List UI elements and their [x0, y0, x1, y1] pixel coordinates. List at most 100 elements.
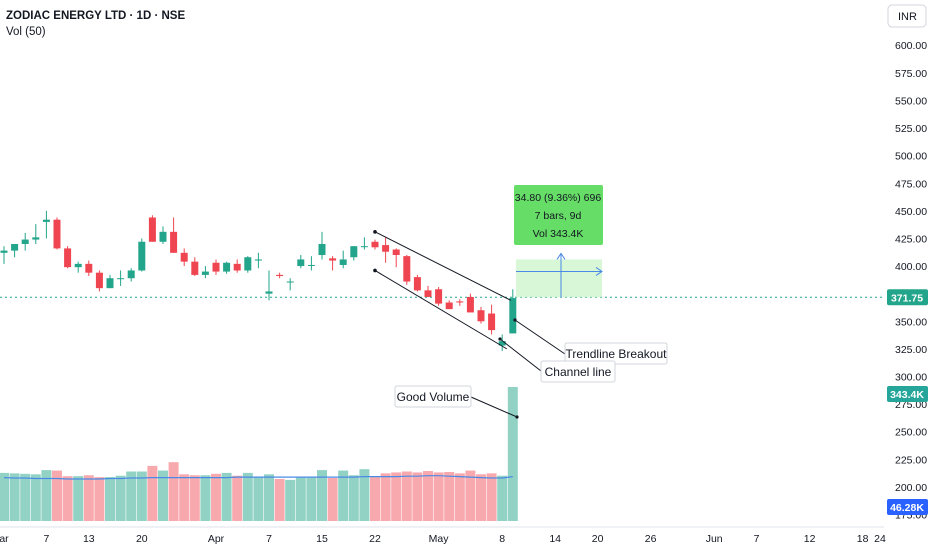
volume-bar [147, 465, 158, 521]
volume-bar [444, 471, 455, 521]
good-volume-callout-box[interactable] [394, 385, 472, 408]
time-tick-label: 7 [266, 533, 272, 545]
current-price-badge[interactable] [887, 289, 928, 306]
measure-range[interactable] [516, 259, 602, 298]
candle [329, 256, 337, 271]
currency-button[interactable] [887, 4, 927, 28]
candle [244, 256, 252, 273]
time-tick-label: Apr [208, 533, 225, 545]
trendline-breakout-callout-pointer-dot [513, 318, 517, 322]
volume-indicator-label[interactable]: Vol (50) [6, 26, 46, 38]
volume-bar [423, 471, 433, 521]
candle [191, 257, 199, 276]
time-tick-label: 20 [592, 533, 604, 545]
candle-body [339, 259, 347, 265]
candle-body [424, 290, 432, 297]
candle-body [95, 272, 103, 289]
candle-body [201, 271, 209, 275]
measure-info-box[interactable] [514, 185, 603, 245]
time-tick-label: 15 [316, 533, 328, 545]
volume-ma-badge[interactable] [887, 499, 928, 515]
price-axis-bg [884, 0, 932, 550]
candle [32, 224, 40, 244]
volume-bar [507, 386, 518, 521]
candle [138, 238, 146, 272]
candle [85, 260, 93, 276]
volume-bar [433, 472, 444, 521]
good-volume-callout-pointer-dot [515, 415, 519, 419]
volume-bar [497, 475, 508, 521]
candle [382, 237, 390, 263]
candle-body [498, 341, 506, 346]
price-tick-label: 225.00 [895, 454, 927, 466]
candle-body [392, 249, 400, 256]
candle-body [445, 302, 453, 310]
price-tick-label: 275.00 [895, 399, 927, 411]
symbol-title[interactable]: ZODIAC ENERGY LTD · 1D · NSE [6, 10, 185, 22]
candle-body [42, 219, 50, 222]
candle-body [180, 252, 188, 262]
candle [276, 272, 284, 279]
candle [498, 334, 506, 352]
candle-body [382, 245, 390, 252]
time-tick-label: 8 [499, 533, 505, 545]
volume-bar [285, 479, 296, 521]
price-tick-label: 325.00 [895, 344, 927, 356]
volume-value-label: 343.4K [890, 389, 924, 401]
measure-change-text: 34.80 (9.36%) 696 [515, 192, 602, 204]
candle-body [159, 231, 167, 242]
candle [127, 268, 135, 282]
candle-body [307, 264, 315, 266]
candle-body [0, 250, 8, 253]
volume-bar [105, 477, 115, 521]
volume-bar [211, 473, 221, 521]
trendline-breakout-callout-box[interactable] [564, 342, 668, 365]
price-tick-label: 575.00 [895, 68, 927, 80]
time-tick-label: 12 [804, 533, 816, 545]
candle-body [265, 291, 273, 294]
price-tick-label: 250.00 [895, 427, 927, 439]
volume-bar [126, 471, 137, 521]
volume-bar [168, 462, 179, 521]
candle-body [138, 241, 146, 271]
volume-bar [264, 474, 274, 521]
volume-bar [200, 475, 211, 521]
price-tick-label: 600.00 [895, 40, 927, 52]
volume-bar [465, 470, 476, 521]
candle [286, 278, 294, 291]
trendline-upper[interactable] [374, 231, 512, 301]
volume-value-badge[interactable] [887, 386, 928, 402]
candle [0, 246, 8, 264]
volume-bar [370, 477, 380, 521]
candle [265, 270, 273, 301]
price-tick-label: 200.00 [895, 482, 927, 494]
volume-bar [359, 469, 370, 521]
price-tick-label: 450.00 [895, 206, 927, 218]
candle-body [244, 257, 252, 271]
volume-bar [221, 472, 232, 521]
volume-bar [253, 476, 264, 521]
candle [445, 300, 453, 310]
price-tick-label: 500.00 [895, 151, 927, 163]
candle [74, 261, 82, 273]
trendline-anchor[interactable] [373, 230, 377, 234]
currency-label: INR [898, 11, 917, 23]
candle [53, 217, 61, 250]
candle-body [21, 239, 29, 244]
candle-body [117, 278, 125, 280]
measure-volume-text: Vol 343.4K [533, 228, 584, 240]
volume-bar [20, 473, 31, 521]
volume-bar [295, 477, 306, 521]
volume-bars [0, 386, 518, 521]
channel-line-lower[interactable] [374, 270, 508, 350]
volume-bar [189, 475, 200, 521]
candle [64, 246, 72, 269]
channel-line-callout-box[interactable] [540, 360, 616, 383]
candle-body [212, 262, 220, 272]
volume-bar [30, 474, 41, 521]
channel-anchor[interactable] [373, 268, 377, 273]
volume-bar [412, 472, 423, 521]
time-tick-label: 7 [43, 533, 49, 545]
